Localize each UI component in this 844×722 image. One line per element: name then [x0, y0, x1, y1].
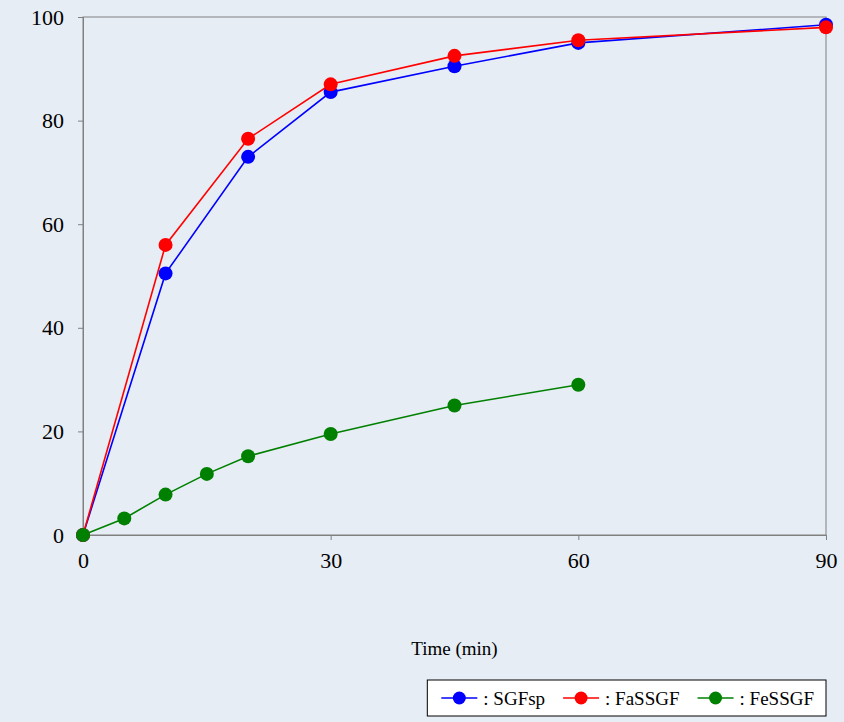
- legend-label: : FaSSGF: [605, 688, 679, 709]
- tick-label: 90: [816, 548, 838, 573]
- x-axis: 0 30 60 90: [78, 535, 838, 573]
- plot-frame: [83, 17, 826, 535]
- tick-mark: [578, 535, 579, 540]
- x-axis-title: Time (min): [411, 638, 497, 660]
- tick-label: 100: [31, 5, 64, 30]
- point: [571, 378, 585, 392]
- tick-label: 80: [42, 108, 64, 133]
- point: [76, 528, 90, 542]
- tick-label: 40: [42, 315, 64, 340]
- point: [241, 132, 255, 146]
- legend-item: : SGFsp: [441, 688, 545, 709]
- tick-mark: [826, 535, 827, 540]
- point: [324, 427, 338, 441]
- chart: 0 30 60 90 0 20 40 60 80 100 Time (min) : SGFsp : Fa…: [0, 0, 844, 722]
- point: [159, 488, 173, 502]
- point: [241, 449, 255, 463]
- point: [448, 399, 462, 413]
- series-line: [83, 25, 826, 535]
- series-line: [83, 385, 578, 535]
- tick-label: 60: [568, 548, 590, 573]
- point: [819, 20, 833, 34]
- point: [324, 77, 338, 91]
- tick-label: 60: [42, 212, 64, 237]
- legend-marker: [709, 692, 722, 705]
- tick-mark: [78, 431, 83, 432]
- point: [159, 266, 173, 280]
- legend-label: : FeSSGF: [740, 688, 814, 709]
- tick-label: 0: [53, 523, 64, 548]
- tick: 100: [31, 5, 83, 30]
- legend-marker: [453, 692, 466, 705]
- background: [0, 0, 844, 722]
- tick-label: 30: [320, 548, 342, 573]
- point: [117, 511, 131, 525]
- point: [200, 467, 214, 481]
- point: [159, 238, 173, 252]
- series: [76, 20, 833, 542]
- tick: 40: [42, 315, 83, 340]
- tick-mark: [78, 224, 83, 225]
- series: [76, 378, 585, 542]
- axis-line: [84, 536, 827, 541]
- tick-mark: [78, 17, 83, 18]
- legend-item: : FaSSGF: [563, 688, 679, 709]
- tick: 60: [568, 535, 590, 573]
- point: [448, 49, 462, 63]
- axis-line: [78, 18, 84, 536]
- tick-label: 20: [42, 419, 64, 444]
- tick: 60: [42, 212, 83, 237]
- legend-label: : SGFsp: [483, 688, 545, 709]
- series-line: [83, 27, 826, 535]
- y-axis: 0 20 40 60 80 100: [31, 5, 84, 548]
- point: [76, 528, 90, 542]
- tick-mark: [78, 121, 83, 122]
- point: [76, 528, 90, 542]
- legend-box: [427, 680, 826, 716]
- tick-label: 0: [78, 548, 89, 573]
- tick: 90: [816, 535, 838, 573]
- tick: 30: [320, 535, 342, 573]
- series: [76, 18, 833, 542]
- point: [571, 33, 585, 47]
- marks: [76, 18, 833, 542]
- tick: 20: [42, 419, 83, 444]
- tick-mark: [331, 535, 332, 540]
- legend-marker: [575, 692, 588, 705]
- legend: : SGFsp : FaSSGF : FeSSGF: [427, 680, 826, 716]
- point: [241, 150, 255, 164]
- legend-item: : FeSSGF: [698, 688, 814, 709]
- plot: 0 30 60 90 0 20 40 60 80 100 Time (min): [31, 5, 838, 660]
- tick: 80: [42, 108, 83, 133]
- tick-mark: [78, 328, 83, 329]
